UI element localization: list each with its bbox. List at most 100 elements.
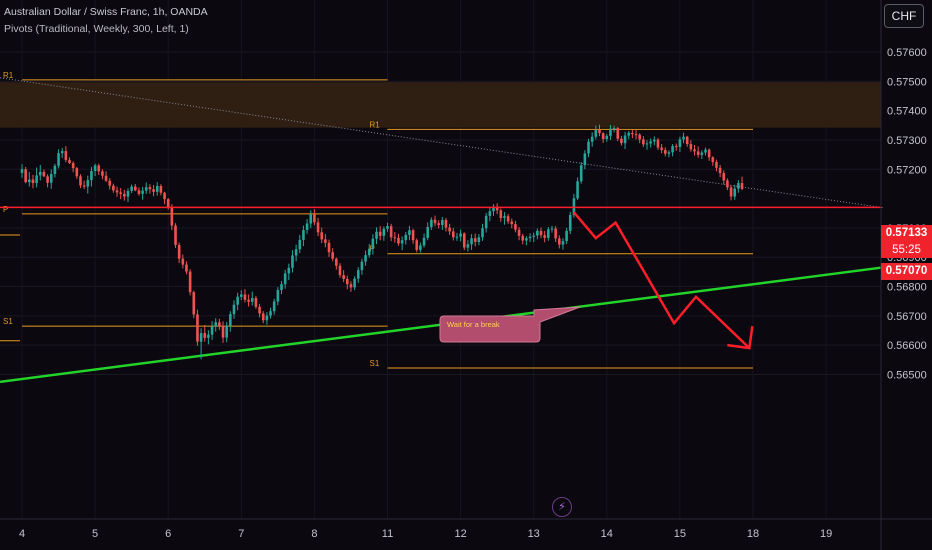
candle-body [46, 176, 49, 183]
candle [375, 227, 378, 245]
candle-body [517, 229, 521, 236]
candle-body [473, 238, 477, 242]
grid-lines [0, 0, 881, 519]
candle-body [240, 294, 243, 297]
candle [616, 127, 620, 142]
candle [459, 229, 462, 242]
candle [715, 159, 718, 172]
candle [243, 289, 247, 303]
time-tick-label: 5 [92, 528, 98, 540]
candle-body [634, 134, 638, 136]
candle-body [375, 231, 378, 239]
candle-body [740, 183, 744, 189]
candle [134, 183, 137, 192]
candle [265, 312, 269, 325]
candle-body [276, 290, 280, 302]
candle [269, 307, 272, 319]
candle [601, 132, 605, 143]
candle-body [645, 143, 649, 145]
candle-body [642, 139, 645, 145]
candle [283, 269, 287, 289]
candle [495, 203, 499, 215]
candle [148, 184, 152, 194]
projection-arrow[interactable] [572, 211, 754, 350]
resistance-zone [0, 82, 881, 128]
candle [101, 169, 104, 180]
candle [345, 275, 349, 290]
lightning-bolt-icon[interactable]: ⚡ [552, 497, 572, 517]
candle [382, 226, 386, 241]
candle-body [561, 241, 565, 245]
candle [170, 204, 174, 230]
candle-body [389, 226, 393, 238]
candle [93, 163, 97, 177]
candle [451, 227, 455, 241]
candle [437, 220, 440, 229]
candle-body [130, 186, 133, 191]
candle-body [430, 219, 433, 228]
resistance-trendline[interactable] [0, 77, 885, 209]
candle-body [123, 193, 126, 197]
candle [64, 146, 68, 163]
candle [57, 149, 60, 169]
candle-body [353, 278, 356, 288]
candle [517, 227, 521, 241]
candle-body [371, 238, 375, 249]
candle-body [294, 249, 298, 256]
candle [568, 211, 572, 235]
candle-body [283, 273, 287, 285]
candle-body [218, 322, 221, 327]
candle-body [119, 192, 122, 194]
candle [503, 212, 506, 225]
candle-body [568, 215, 572, 231]
indicator-label[interactable]: Pivots (Traditional, Weekly, 300, Left, … [4, 23, 189, 35]
candle-body [477, 237, 481, 242]
currency-button[interactable]: CHF [884, 4, 924, 28]
candle [671, 144, 674, 157]
candle-body [419, 245, 422, 250]
candle [557, 235, 561, 249]
wait-callout[interactable]: Wait for a break [439, 306, 581, 343]
candle-body [232, 304, 236, 315]
candle-body [104, 175, 108, 181]
candle [430, 217, 433, 230]
candle-body [583, 153, 587, 166]
candle-body [265, 315, 269, 321]
candle [525, 236, 528, 246]
candle-body [152, 189, 155, 192]
candle-body [327, 242, 331, 253]
time-tick-label: 7 [238, 528, 244, 540]
candle-body [660, 147, 663, 150]
candle [261, 311, 265, 324]
candle-body [31, 179, 35, 184]
candle-body [203, 333, 207, 338]
candle [364, 250, 367, 266]
candle [484, 212, 488, 233]
candle [207, 330, 210, 345]
time-axis[interactable]: 4 5 6 7 8 11 12 13 14 15 18 19 [19, 528, 832, 540]
candle [35, 167, 38, 188]
candle [152, 185, 155, 197]
price-axis[interactable]: 0.576000.575000.574000.573000.572000.570… [887, 47, 927, 382]
candle-body [437, 223, 440, 225]
candle-body [481, 228, 484, 238]
candle [254, 295, 258, 309]
candle-body [298, 239, 302, 250]
candle-body [594, 129, 598, 137]
candle-body [616, 127, 620, 139]
candle [411, 228, 415, 244]
candle-body [623, 135, 627, 144]
candle-body [506, 216, 510, 222]
symbol-title[interactable]: Australian Dollar / Swiss Franc, 1h, OAN… [4, 6, 208, 18]
candle-body [24, 169, 27, 183]
candle [258, 303, 261, 318]
candle [653, 136, 656, 146]
candle-body [576, 181, 579, 199]
candle-body [225, 325, 228, 338]
candle-body [521, 235, 525, 241]
price-tick-label: 0.56800 [887, 282, 927, 294]
candle [404, 232, 408, 245]
candle-body [609, 128, 612, 136]
price-tick-label: 0.57600 [887, 47, 927, 59]
